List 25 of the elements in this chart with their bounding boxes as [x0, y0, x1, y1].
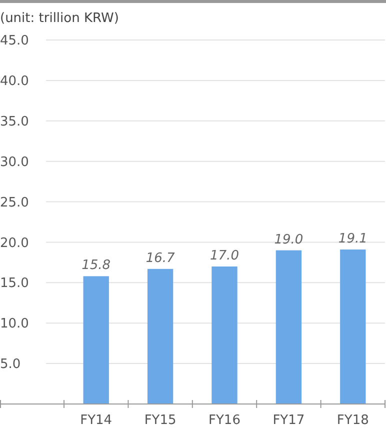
y-axis-title: (unit: trillion KRW) [0, 11, 119, 26]
x-tick-label: FY16 [208, 413, 240, 428]
data-label: 15.8 [82, 258, 111, 274]
bar [340, 250, 366, 404]
data-label: 16.7 [146, 250, 176, 266]
bar [212, 266, 238, 404]
bar [147, 268, 174, 404]
y-tick-label: 25.0 [0, 195, 29, 210]
data-label: 17.0 [210, 248, 239, 264]
y-tick-label: 40.0 [0, 74, 29, 89]
y-tick-label: 20.0 [0, 236, 29, 251]
data-label: 19.1 [338, 232, 368, 246]
y-tick-label: 10.0 [0, 316, 29, 332]
y-tick-label: 30.0 [0, 154, 29, 170]
y-tick-label: 15.0 [0, 276, 29, 292]
bar [83, 276, 109, 404]
x-tick-label: FY14 [80, 413, 112, 428]
x-tick-label: FY15 [144, 413, 176, 428]
y-tick-label: 35.0 [0, 114, 29, 130]
y-tick-label: 45.0 [0, 34, 29, 49]
y-tick-label: 5.0 [0, 357, 21, 372]
data-label: 19.0 [274, 232, 304, 248]
bar [276, 250, 302, 404]
x-tick-label: FY17 [272, 413, 305, 428]
x-tick-label: FY18 [336, 413, 369, 428]
